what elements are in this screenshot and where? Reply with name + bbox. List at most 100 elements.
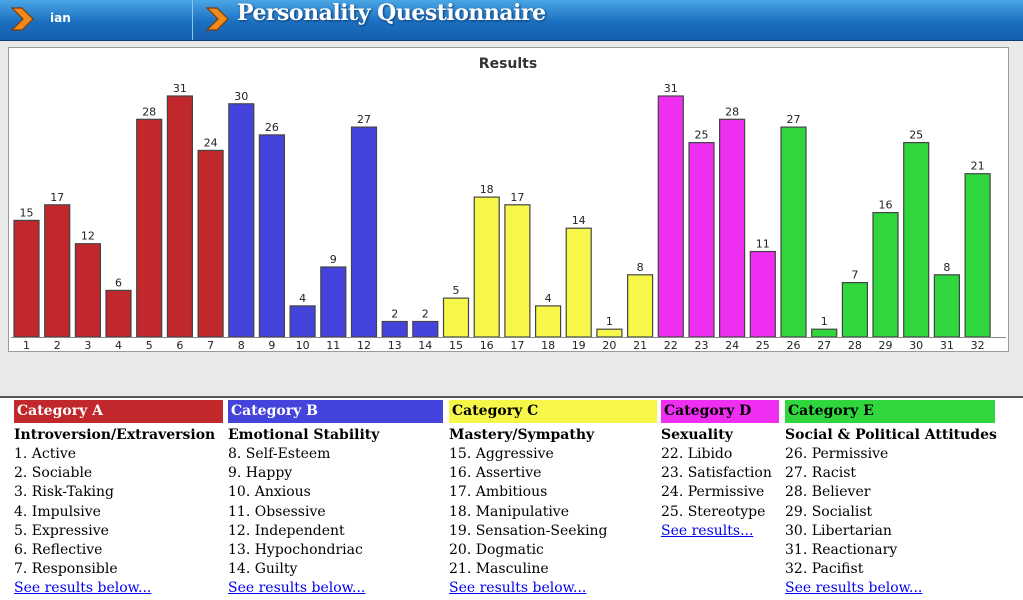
data-label-31: 8 bbox=[943, 261, 950, 274]
x-tick-label-4: 4 bbox=[115, 339, 122, 351]
data-label-23: 25 bbox=[695, 129, 709, 142]
trait-item: 8. Self-Esteem bbox=[228, 446, 331, 462]
data-label-3: 12 bbox=[81, 230, 95, 243]
chevron-logo-icon bbox=[10, 7, 34, 31]
data-label-20: 1 bbox=[606, 315, 613, 328]
data-label-4: 6 bbox=[115, 276, 122, 289]
trait-item: 32. Pacifist bbox=[785, 561, 864, 578]
x-tick-label-18: 18 bbox=[541, 339, 555, 351]
x-tick-label-15: 15 bbox=[449, 339, 463, 351]
bar-5 bbox=[136, 118, 163, 338]
trait-item: 29. Socialist bbox=[785, 503, 873, 520]
bar-17 bbox=[504, 204, 531, 338]
bar-32 bbox=[964, 173, 991, 338]
bar-6 bbox=[166, 95, 193, 338]
trait-item: 20. Dogmatic bbox=[449, 542, 544, 559]
bar-3 bbox=[74, 243, 102, 338]
trait-item: 9. Happy bbox=[228, 465, 293, 482]
bar-28 bbox=[841, 282, 869, 338]
data-label-5: 28 bbox=[142, 105, 156, 118]
bar-19 bbox=[565, 227, 592, 338]
x-tick-label-28: 28 bbox=[848, 339, 862, 351]
data-label-15: 5 bbox=[453, 284, 460, 297]
bar-31 bbox=[933, 274, 961, 338]
x-tick-label-3: 3 bbox=[84, 339, 91, 351]
bar-8 bbox=[228, 103, 255, 338]
bar-14 bbox=[412, 320, 439, 338]
category-legend: Category A Introversion/Extraversion 1. Ac… bbox=[0, 398, 1023, 600]
trait-item: 27. Racist bbox=[785, 465, 857, 482]
bar-12 bbox=[350, 126, 378, 338]
trait-item: 17. Ambitious bbox=[449, 484, 548, 501]
bar-25 bbox=[749, 250, 776, 338]
data-label-26: 27 bbox=[787, 113, 801, 126]
data-label-18: 4 bbox=[545, 292, 552, 305]
data-label-27: 1 bbox=[821, 315, 828, 328]
category-column-e: Category E Social & Political Attitudes 26… bbox=[785, 400, 997, 598]
trait-item: 5. Expressive bbox=[14, 522, 109, 539]
data-label-10: 4 bbox=[299, 292, 306, 305]
trait-item: 1. Active bbox=[14, 446, 77, 462]
page-title: Personality Questionnaire bbox=[237, 0, 546, 26]
data-label-30: 25 bbox=[909, 129, 923, 142]
data-label-11: 9 bbox=[330, 253, 337, 266]
trait-item: 4. Impulsive bbox=[14, 503, 101, 520]
chart-title: Results bbox=[479, 56, 537, 72]
category-header: Category E bbox=[785, 400, 995, 423]
bar-4 bbox=[105, 289, 132, 338]
trait-item: 6. Reflective bbox=[14, 542, 103, 559]
x-tick-label-14: 14 bbox=[418, 339, 432, 351]
see-results-link[interactable]: See results... bbox=[661, 522, 754, 539]
data-label-32: 21 bbox=[971, 160, 985, 173]
x-tick-label-27: 27 bbox=[817, 339, 831, 351]
bar-13 bbox=[381, 320, 408, 338]
data-label-29: 16 bbox=[879, 199, 893, 212]
category-subtitle: Sexuality bbox=[661, 427, 733, 443]
data-label-17: 17 bbox=[510, 191, 524, 204]
bar-20 bbox=[596, 328, 623, 338]
data-label-14: 2 bbox=[422, 308, 429, 321]
category-header: Category C bbox=[449, 400, 657, 423]
see-results-link[interactable]: See results below... bbox=[228, 580, 366, 597]
trait-item: 23. Satisfaction bbox=[661, 465, 772, 482]
x-tick-label-24: 24 bbox=[725, 339, 739, 351]
user-name[interactable]: ian bbox=[50, 11, 71, 25]
bar-1 bbox=[13, 219, 40, 338]
see-results-link[interactable]: See results below... bbox=[14, 580, 152, 597]
trait-item: 16. Assertive bbox=[449, 465, 542, 482]
trait-item: 24. Permissive bbox=[661, 484, 765, 501]
x-tick-label-21: 21 bbox=[633, 339, 647, 351]
chevron-logo-icon bbox=[205, 7, 229, 31]
bar-9 bbox=[258, 134, 285, 338]
trait-item: 15. Aggressive bbox=[449, 446, 554, 462]
category-column-c: Category C Mastery/Sympathy 15. Aggressive… bbox=[449, 400, 657, 598]
trait-item: 2. Sociable bbox=[14, 465, 93, 482]
data-label-28: 7 bbox=[851, 269, 858, 282]
category-subtitle: Mastery/Sympathy bbox=[449, 427, 595, 443]
x-tick-label-29: 29 bbox=[879, 339, 893, 351]
x-tick-label-11: 11 bbox=[326, 339, 340, 351]
x-tick-label-30: 30 bbox=[909, 339, 923, 351]
bar-30 bbox=[903, 141, 930, 338]
see-results-link[interactable]: See results below... bbox=[449, 580, 587, 597]
trait-item: 26. Permissive bbox=[785, 446, 889, 462]
see-results-link[interactable]: See results below... bbox=[785, 580, 923, 597]
category-header: Category D bbox=[661, 400, 779, 423]
trait-item: 19. Sensation-Seeking bbox=[449, 522, 608, 539]
x-tick-label-22: 22 bbox=[664, 339, 678, 351]
category-column-b: Category B Emotional Stability 8. Self-Est… bbox=[228, 400, 443, 598]
data-label-24: 28 bbox=[725, 105, 739, 118]
trait-item: 14. Guilty bbox=[228, 561, 298, 578]
x-tick-label-32: 32 bbox=[971, 339, 985, 351]
trait-item: 28. Believer bbox=[785, 484, 871, 501]
x-tick-label-8: 8 bbox=[238, 339, 245, 351]
data-label-1: 15 bbox=[20, 206, 34, 219]
category-header: Category A bbox=[14, 400, 223, 423]
trait-item: 22. Libido bbox=[661, 446, 733, 462]
bar-23 bbox=[688, 141, 715, 338]
bar-27 bbox=[811, 328, 838, 338]
x-tick-label-2: 2 bbox=[54, 339, 61, 351]
x-tick-label-16: 16 bbox=[480, 339, 494, 351]
bar-22 bbox=[657, 95, 684, 338]
bar-15 bbox=[442, 297, 470, 338]
